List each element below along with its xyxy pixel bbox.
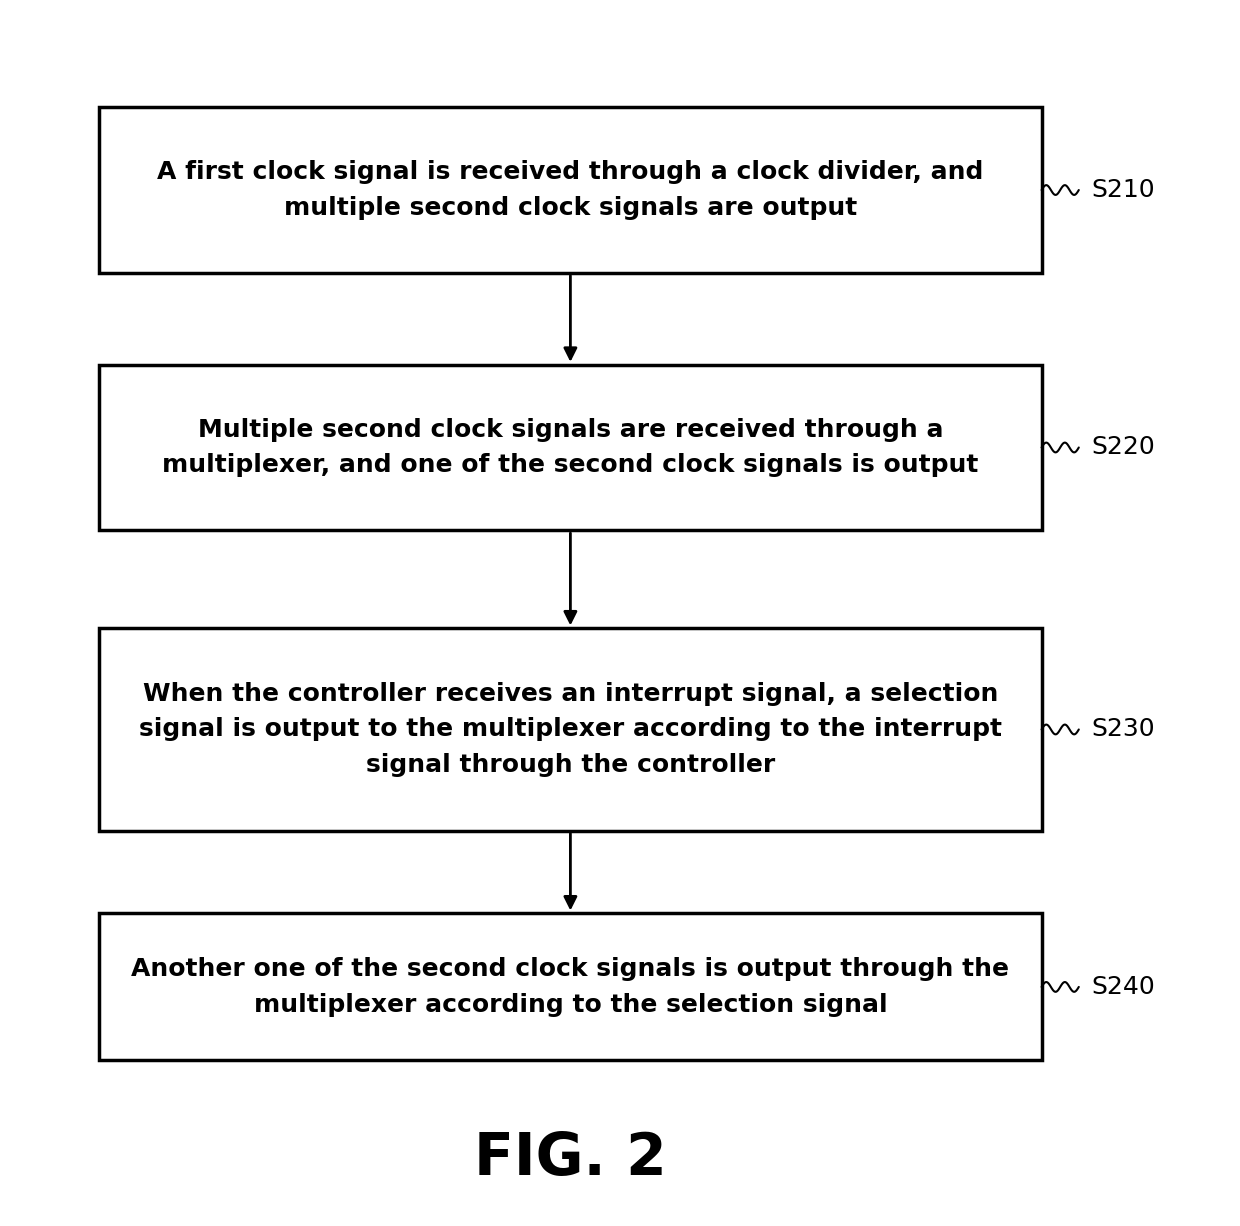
Text: S240: S240: [1091, 975, 1154, 999]
Text: FIG. 2: FIG. 2: [474, 1130, 667, 1187]
Text: S230: S230: [1091, 717, 1154, 742]
Text: Another one of the second clock signals is output through the
multiplexer accord: Another one of the second clock signals …: [131, 958, 1009, 1016]
Bar: [99, 108, 1042, 273]
Bar: [99, 628, 1042, 831]
Text: S220: S220: [1091, 435, 1154, 460]
Text: A first clock signal is received through a clock divider, and
multiple second cl: A first clock signal is received through…: [157, 161, 983, 219]
Bar: [99, 913, 1042, 1060]
Text: S210: S210: [1091, 178, 1154, 202]
Text: When the controller receives an interrupt signal, a selection
signal is output t: When the controller receives an interrup…: [139, 682, 1002, 777]
Bar: [99, 365, 1042, 530]
Text: Multiple second clock signals are received through a
multiplexer, and one of the: Multiple second clock signals are receiv…: [162, 418, 978, 477]
